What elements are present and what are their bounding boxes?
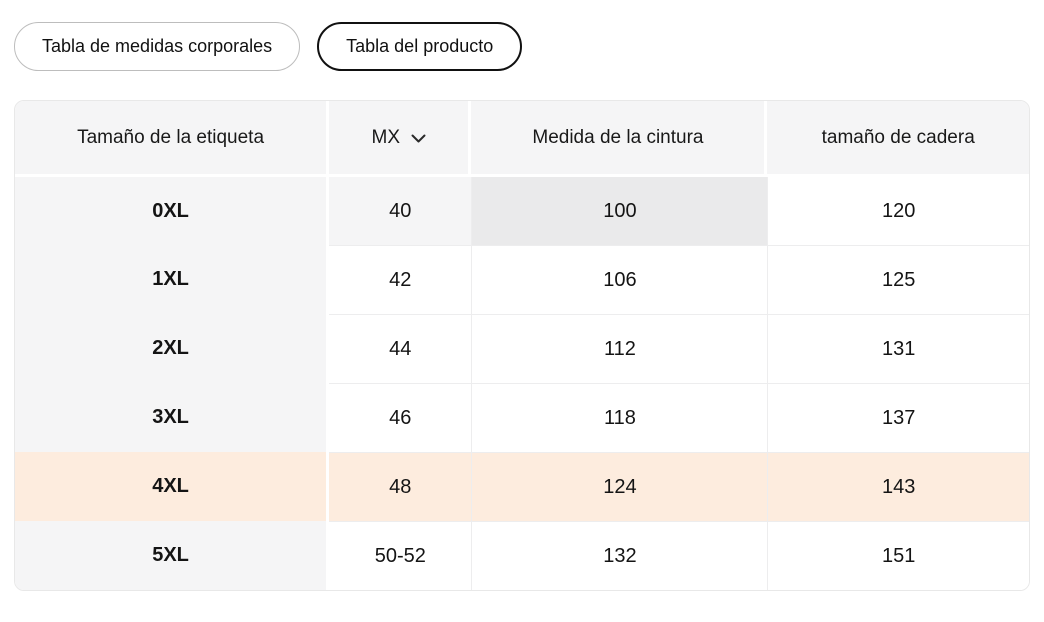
chevron-down-icon — [411, 134, 426, 144]
waist-value-cell: 132 — [471, 521, 768, 590]
size-table-container: Tamaño de la etiqueta MX — [14, 100, 1030, 591]
waist-value-cell: 112 — [471, 314, 768, 383]
size-label-cell: 3XL — [15, 383, 330, 452]
hip-value-cell: 131 — [767, 314, 1029, 383]
table-row: 3XL 46 118 137 — [15, 383, 1029, 452]
mx-value-cell: 44 — [329, 314, 472, 383]
region-dropdown-value: MX — [371, 126, 401, 148]
header-label-size: Tamaño de la etiqueta — [15, 101, 330, 177]
table-row: 2XL 44 112 131 — [15, 314, 1029, 383]
mx-value-cell: 42 — [329, 245, 472, 314]
table-row: 5XL 50-52 132 151 — [15, 521, 1029, 590]
region-dropdown[interactable]: MX — [372, 127, 427, 149]
tab-product-measurements-label: Tabla del producto — [346, 36, 494, 56]
table-row: 0XL 40 100 120 — [15, 177, 1029, 245]
hip-value-cell: 151 — [767, 521, 1029, 590]
size-label-cell: 2XL — [15, 314, 330, 383]
waist-value-cell: 118 — [471, 383, 768, 452]
header-waist: Medida de la cintura — [471, 101, 768, 177]
mx-value-cell: 48 — [329, 452, 472, 521]
waist-value-cell: 106 — [471, 245, 768, 314]
hip-value-cell: 137 — [767, 383, 1029, 452]
size-label-cell: 5XL — [15, 521, 330, 590]
size-guide-tabs: Tabla de medidas corporales Tabla del pr… — [14, 22, 1044, 71]
hip-value-cell: 120 — [767, 177, 1029, 245]
hip-value-cell: 143 — [767, 452, 1029, 521]
waist-value-cell-highlighted: 100 — [471, 177, 768, 245]
size-label-cell: 0XL — [15, 177, 330, 245]
mx-value-cell: 46 — [329, 383, 472, 452]
size-label-cell: 4XL — [15, 452, 330, 521]
hip-value-cell: 125 — [767, 245, 1029, 314]
size-label-cell: 1XL — [15, 245, 330, 314]
table-row: 1XL 42 106 125 — [15, 245, 1029, 314]
header-hip: tamaño de cadera — [767, 101, 1029, 177]
table-header-row: Tamaño de la etiqueta MX — [15, 101, 1029, 177]
table-row-highlighted: 4XL 48 124 143 — [15, 452, 1029, 521]
mx-value-cell: 40 — [329, 177, 472, 245]
tab-body-measurements[interactable]: Tabla de medidas corporales — [14, 22, 301, 71]
tab-product-measurements[interactable]: Tabla del producto — [317, 22, 523, 71]
size-table: Tamaño de la etiqueta MX — [15, 101, 1029, 590]
mx-value-cell: 50-52 — [329, 521, 472, 590]
header-region-column: MX — [329, 101, 472, 177]
tab-body-measurements-label: Tabla de medidas corporales — [42, 36, 273, 56]
waist-value-cell: 124 — [471, 452, 768, 521]
